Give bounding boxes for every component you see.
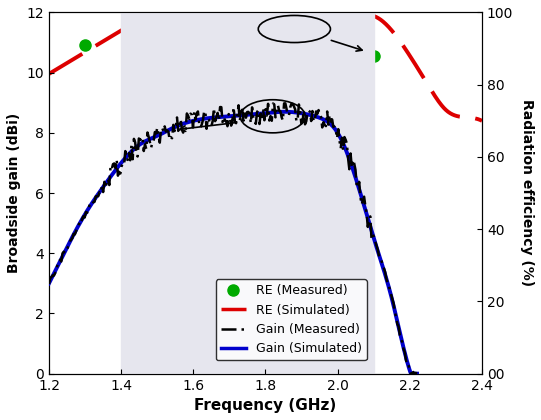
Bar xyxy=(121,13,374,374)
Y-axis label: Radiation efficiency (%): Radiation efficiency (%) xyxy=(520,100,534,286)
Y-axis label: Broadside gain (dBi): Broadside gain (dBi) xyxy=(7,113,21,273)
X-axis label: Frequency (GHz): Frequency (GHz) xyxy=(194,398,337,413)
Legend: RE (Measured), RE (Simulated), Gain (Measured), Gain (Simulated): RE (Measured), RE (Simulated), Gain (Mea… xyxy=(216,279,367,360)
